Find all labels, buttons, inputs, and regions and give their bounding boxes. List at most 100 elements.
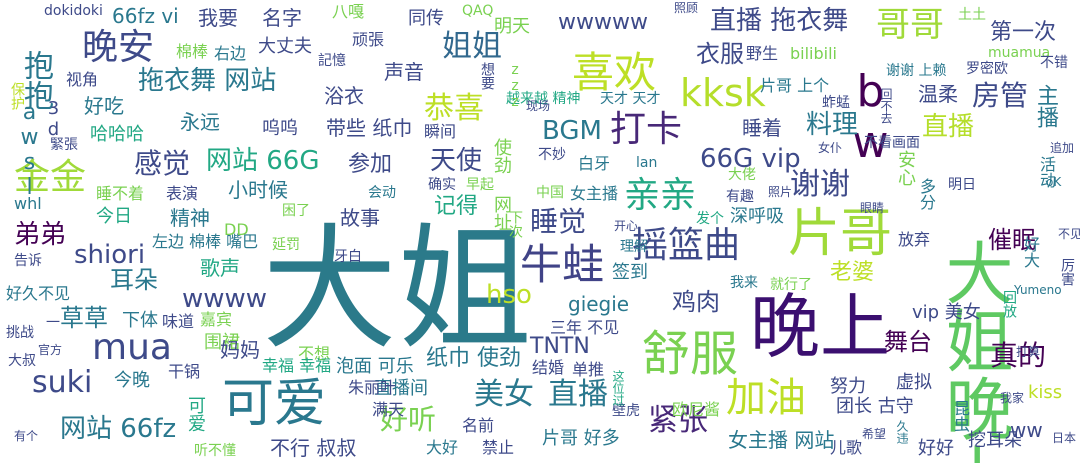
cloud-word: wwwww: [558, 10, 648, 35]
cloud-word: 发个: [696, 211, 724, 227]
cloud-word: 单推: [572, 360, 605, 379]
cloud-word: 挑战: [6, 325, 34, 341]
cloud-word: 睡觉: [530, 205, 587, 238]
cloud-word: 希望: [862, 427, 887, 441]
cloud-word: lan: [636, 155, 658, 171]
cloud-word: muamua: [988, 45, 1051, 61]
cloud-word: 瞬间: [424, 122, 457, 141]
cloud-word: 不见: [1058, 227, 1080, 241]
cloud-word: 哥哥: [876, 5, 944, 45]
cloud-word: 围裙: [204, 332, 240, 353]
cloud-word: suki: [32, 365, 93, 400]
cloud-word: 八嘎: [332, 2, 365, 21]
cloud-word: 下体: [122, 310, 158, 331]
cloud-word: 中国: [536, 185, 564, 201]
cloud-word: 好吃: [84, 94, 124, 118]
cloud-word: 大丈夫: [258, 36, 312, 57]
cloud-word: 名前: [462, 416, 495, 435]
cloud-word: 野生: [746, 44, 779, 63]
cloud-word: 牛蛙: [520, 240, 605, 289]
cloud-word: 加油: [726, 375, 806, 421]
cloud-word: 听不懂: [194, 443, 236, 459]
cloud-word: 朱丽叶: [348, 378, 397, 397]
cloud-word: 大姐晚上: [933, 238, 1012, 463]
cloud-word: 亲亲: [624, 175, 697, 216]
cloud-word: 精神: [170, 206, 210, 230]
cloud-word: 味道: [162, 312, 195, 331]
cloud-word: oK: [1046, 175, 1062, 189]
cloud-word: wwww: [182, 284, 268, 314]
cloud-word: 料理: [806, 110, 859, 140]
cloud-word: 睡不着: [96, 184, 145, 203]
cloud-word: vip 美女: [912, 302, 981, 323]
cloud-word: 呜呜: [262, 118, 298, 139]
cloud-word: 可爱: [222, 374, 327, 434]
cloud-word: 紧张: [648, 403, 708, 438]
cloud-word: 抱抱: [18, 50, 53, 110]
cloud-word: 满天: [372, 400, 405, 419]
cloud-word: 谢谢: [790, 167, 850, 202]
cloud-word: 壁虎: [612, 403, 640, 419]
cloud-word: 66G vip: [700, 144, 801, 174]
cloud-word: 开心: [614, 219, 639, 233]
cloud-word: 表演: [166, 184, 199, 203]
cloud-word: 确实: [428, 177, 456, 193]
cloud-word: 摇篮曲: [632, 225, 741, 266]
cloud-word: 哈哈哈: [90, 124, 144, 145]
cloud-word: 告诉: [14, 253, 42, 269]
cloud-word: 記憶: [318, 53, 346, 69]
cloud-word: Yumeno: [1014, 283, 1062, 297]
cloud-word: 耳朵: [110, 266, 158, 294]
cloud-word: shiori: [74, 240, 146, 270]
cloud-word: 我来: [730, 275, 758, 291]
cloud-word: 天才 天才: [600, 91, 661, 107]
cloud-word: 我家: [1000, 391, 1025, 405]
cloud-word: 浴衣: [324, 84, 364, 108]
cloud-word: 三年 不见: [550, 318, 620, 337]
cloud-word: ww: [1010, 418, 1043, 442]
cloud-word: 照片: [768, 185, 793, 199]
cloud-word: 嘉宾: [200, 310, 233, 329]
cloud-word: 这位过: [611, 370, 625, 406]
cloud-word: 好大: [1021, 236, 1040, 268]
cloud-word: 催眠: [988, 226, 1036, 254]
cloud-word: 3d: [43, 98, 64, 140]
cloud-word: 顽張: [352, 30, 385, 49]
cloud-word: 女仆: [818, 141, 843, 155]
cloud-word: 一: [46, 315, 60, 331]
cloud-word: 早起: [466, 177, 494, 193]
cloud-word: 禁止: [482, 438, 515, 457]
cloud-word: 大好: [426, 438, 459, 457]
cloud-word: 结婚: [532, 358, 565, 377]
cloud-word: 有趣: [726, 189, 754, 205]
cloud-word: 白牙: [578, 154, 611, 173]
cloud-word: 保护: [9, 82, 25, 110]
cloud-word: 打卡: [610, 109, 683, 150]
cloud-word: 参加: [348, 152, 393, 177]
cloud-word: 緊張: [50, 137, 78, 153]
cloud-word: 鸡肉: [672, 288, 720, 316]
cloud-word: kksk: [680, 71, 766, 115]
cloud-word: 女主播 网站: [728, 428, 835, 452]
cloud-word: 舞台: [884, 328, 932, 356]
cloud-word: 不想: [298, 344, 331, 363]
cloud-word: 老婆: [830, 260, 875, 285]
cloud-word: 第一次: [990, 20, 1057, 45]
cloud-word: 小时候: [228, 178, 288, 202]
cloud-word: 回放: [1001, 290, 1017, 318]
cloud-word: 房管: [972, 79, 1029, 112]
cloud-word: 同传: [408, 8, 444, 29]
cloud-word: 不看画面: [864, 135, 920, 151]
cloud-word: 姐姐: [442, 29, 502, 64]
cloud-word: 妈妈: [220, 338, 260, 362]
cloud-word: 大叔: [8, 353, 36, 369]
cloud-word: 喜欢: [572, 48, 657, 97]
cloud-word: 眼睛: [860, 201, 885, 215]
cloud-word: 儿歌: [830, 438, 863, 457]
cloud-word: 有个: [14, 429, 39, 443]
cloud-word: 虚拟: [896, 372, 932, 393]
cloud-word: 明天: [494, 16, 530, 37]
cloud-word: 女主播: [570, 184, 619, 203]
cloud-word: 晚上: [750, 286, 890, 368]
cloud-word: 牙白: [334, 249, 362, 265]
